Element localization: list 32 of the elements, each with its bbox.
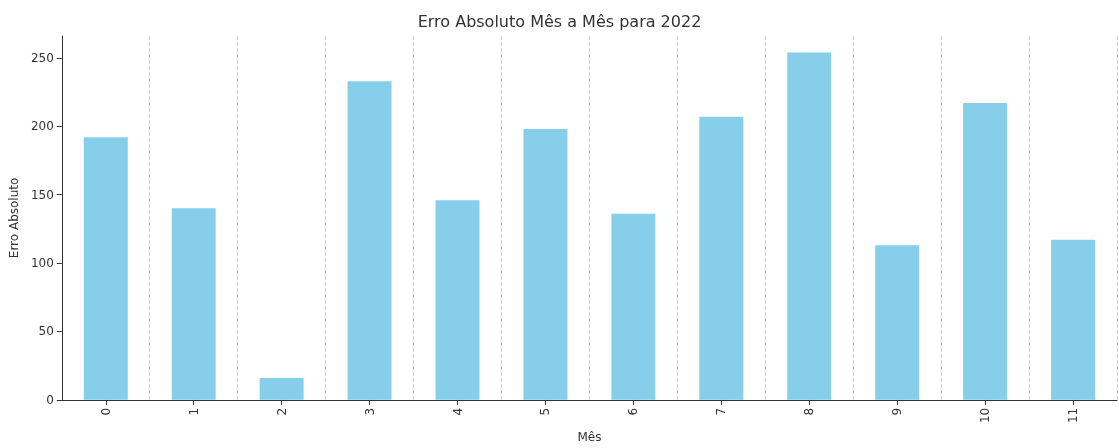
y-tick-label: 100 bbox=[30, 256, 54, 271]
bar bbox=[611, 213, 656, 400]
x-tick-label: 6 bbox=[626, 407, 641, 416]
bar bbox=[347, 81, 392, 400]
x-tick-label: 11 bbox=[1066, 407, 1081, 424]
bar bbox=[787, 52, 832, 400]
bar bbox=[1051, 239, 1096, 400]
y-tick-label: 200 bbox=[30, 119, 54, 134]
x-tick-label: 7 bbox=[714, 407, 729, 416]
bar bbox=[83, 137, 128, 400]
x-tick-label: 3 bbox=[362, 407, 377, 416]
bar bbox=[875, 245, 920, 400]
x-tick-label: 2 bbox=[274, 407, 289, 416]
bar bbox=[435, 200, 480, 400]
bar bbox=[523, 129, 568, 400]
bar bbox=[171, 208, 216, 400]
bar bbox=[259, 377, 304, 400]
y-tick-label: 50 bbox=[38, 324, 54, 339]
x-tick-label: 0 bbox=[98, 407, 113, 416]
x-tick-label: 10 bbox=[978, 407, 993, 424]
x-tick-label: 1 bbox=[186, 407, 201, 416]
chart-title: Erro Absoluto Mês a Mês para 2022 bbox=[417, 11, 702, 31]
x-tick-label: 8 bbox=[802, 407, 817, 416]
y-tick-label: 150 bbox=[30, 187, 54, 202]
x-tick-label: 9 bbox=[890, 407, 905, 416]
bar bbox=[699, 116, 744, 400]
y-tick-label: 250 bbox=[30, 50, 54, 65]
x-tick-label: 4 bbox=[450, 407, 465, 416]
y-axis-title: Erro Absoluto bbox=[7, 177, 21, 259]
x-axis-title: Mês bbox=[577, 430, 602, 444]
x-tick-label: 5 bbox=[538, 407, 553, 416]
bar bbox=[963, 103, 1008, 400]
